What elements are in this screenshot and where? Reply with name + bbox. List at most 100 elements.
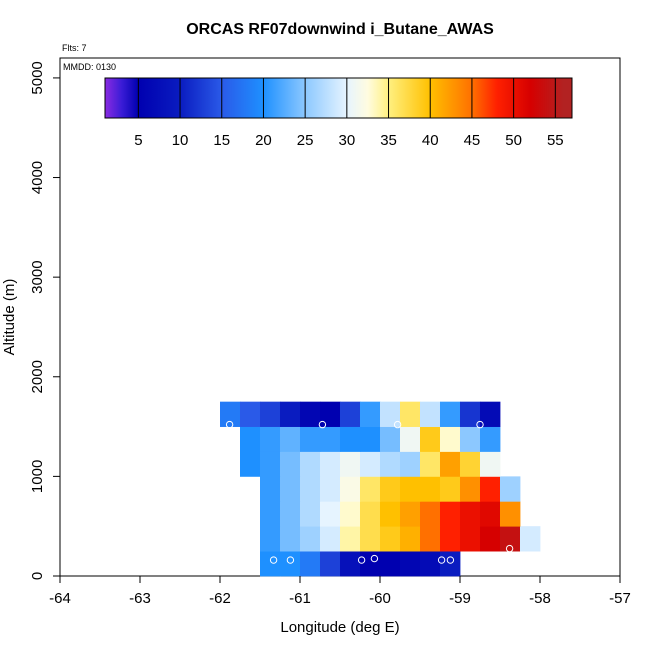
heatmap-cell	[320, 476, 341, 502]
heatmap-cell	[360, 526, 381, 552]
sample-point	[505, 544, 514, 553]
heatmap-cell	[300, 401, 321, 427]
heatmap-cell	[380, 451, 401, 477]
x-tick-label: -64	[49, 590, 71, 607]
heatmap-cell	[360, 426, 381, 452]
heatmap-cell	[340, 526, 361, 552]
x-axis-label: Longitude (deg E)	[280, 619, 399, 636]
heatmap-cell	[240, 426, 261, 452]
heatmap-cell	[260, 401, 281, 427]
x-tick-label: -60	[369, 590, 391, 607]
heatmap-cell	[320, 426, 341, 452]
heatmap-cell	[240, 451, 261, 477]
sample-point	[225, 420, 234, 429]
x-tick-label: -63	[129, 590, 151, 607]
y-tick-label: 0	[29, 572, 46, 580]
heatmap-cell	[300, 526, 321, 552]
heatmap-cell	[460, 526, 481, 552]
colorbar-tick-label: 35	[380, 132, 397, 149]
heatmap-cell	[280, 526, 301, 552]
heatmap-cell	[440, 526, 461, 552]
chart-title: ORCAS RF07downwind i_Butane_AWAS	[186, 21, 494, 38]
heatmap-cell	[360, 476, 381, 502]
colorbar-tick-label: 25	[297, 132, 314, 149]
heatmap-cell	[260, 426, 281, 452]
heatmap-cell	[460, 451, 481, 477]
x-tick-label: -57	[609, 590, 631, 607]
heatmap-cell	[260, 526, 281, 552]
heatmap-cell	[280, 451, 301, 477]
colorbar-tick-label: 20	[255, 132, 272, 149]
heatmap-cell	[280, 426, 301, 452]
heatmap-cell	[400, 451, 421, 477]
heatmap-cell	[400, 501, 421, 527]
heatmap-cell	[480, 426, 501, 452]
colorbar-tick-label: 10	[172, 132, 189, 149]
sample-point	[446, 556, 455, 564]
y-tick-label: 1000	[29, 460, 46, 493]
sample-point	[437, 556, 446, 564]
colorbar-tick-labels: 5 10 15 20 25 30 35 40 45 50 55	[134, 132, 563, 149]
heatmap-cell	[260, 476, 281, 502]
heatmap-cell	[260, 451, 281, 477]
colorbar-tick-label: 45	[464, 132, 481, 149]
colorbar-divider-lines	[137, 78, 556, 118]
heatmap-cell	[380, 401, 401, 427]
heatmap-cell	[340, 551, 361, 577]
sample-point	[269, 556, 278, 564]
y-axis-label: Altitude (m)	[1, 279, 18, 356]
colorbar-tick-label: 30	[338, 132, 355, 149]
sample-point	[393, 420, 402, 429]
heatmap-cell	[420, 426, 441, 452]
heatmap-cell	[460, 426, 481, 452]
sample-point	[476, 420, 484, 429]
heatmap-cell	[480, 451, 501, 477]
heatmap-cell	[280, 476, 301, 502]
heatmap-cell	[400, 526, 421, 552]
heatmap-cell	[480, 401, 501, 427]
heatmap-cell	[500, 501, 521, 527]
colorbar: 5 10 15 20 25 30 35 40 45 50 55	[104, 77, 573, 149]
heatmap-cell	[400, 401, 421, 427]
flights-label: Flts: 7	[62, 43, 87, 53]
heatmap-cell	[360, 501, 381, 527]
heatmap-cell	[440, 401, 461, 427]
heatmap-cell	[420, 451, 441, 477]
heatmap-cell	[300, 501, 321, 527]
heatmap-cell	[380, 501, 401, 527]
heatmap-cell	[240, 401, 261, 427]
heatmap-cell	[440, 426, 461, 452]
colorbar-tick-label: 15	[213, 132, 230, 149]
heatmap-cell	[300, 551, 321, 577]
sample-point	[370, 554, 379, 563]
heatmap-cell	[460, 476, 481, 502]
colorbar-tick-label: 5	[134, 132, 142, 149]
date-label: MMDD: 0130	[63, 62, 116, 72]
heatmap-cell	[340, 476, 361, 502]
x-tick-label: -62	[209, 590, 231, 607]
heatmap-cell	[260, 501, 281, 527]
heatmap-cell	[460, 401, 481, 427]
sample-point	[286, 556, 295, 564]
heatmap-cell	[440, 451, 461, 477]
colorbar-tick-label: 55	[547, 132, 564, 149]
y-tick-label: 5000	[29, 61, 46, 94]
heatmap-cell	[440, 476, 461, 502]
y-tick-label: 4000	[29, 161, 46, 194]
heatmap-cell	[320, 501, 341, 527]
colorbar-tick-label: 50	[505, 132, 522, 149]
heatmap-cell	[340, 501, 361, 527]
heatmap-cell	[360, 551, 381, 577]
heatmap-cell	[420, 526, 441, 552]
heatmap-cell	[500, 476, 521, 502]
heatmap-cell	[340, 426, 361, 452]
heatmap-cell	[280, 501, 301, 527]
y-tick-label: 2000	[29, 360, 46, 393]
heatmap-cell	[380, 426, 401, 452]
heatmap-cells	[220, 401, 541, 577]
x-tick-label: -58	[529, 590, 551, 607]
heatmap-cell	[460, 501, 481, 527]
heatmap-cell	[420, 501, 441, 527]
sample-point	[318, 420, 327, 429]
heatmap-cell	[340, 451, 361, 477]
